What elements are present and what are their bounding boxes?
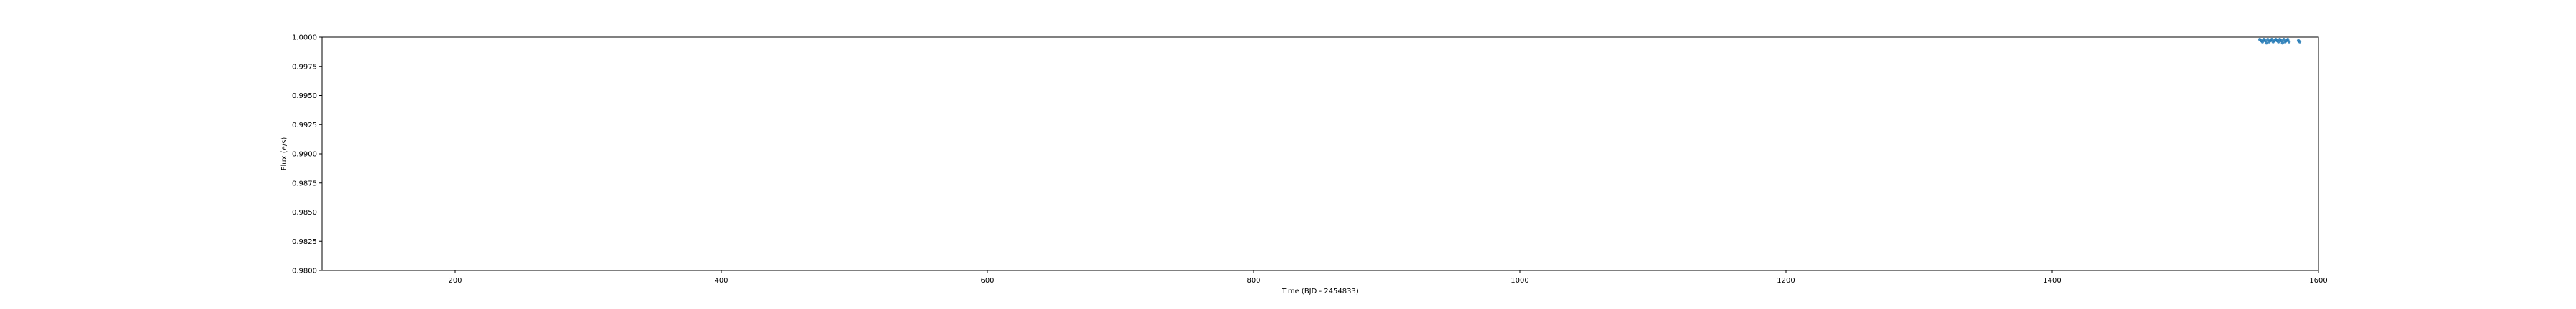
x-axis-label: Time (BJD - 2454833): [1281, 288, 1359, 295]
y-axis-label: Flux (e/s): [280, 137, 288, 171]
x-tick-label: 1400: [2043, 277, 2061, 285]
y-tick-label: 0.9800: [292, 268, 317, 275]
x-tick-label: 600: [980, 277, 994, 285]
data-point: [2270, 38, 2274, 41]
plot-frame: [321, 36, 2319, 271]
data-point: [2277, 40, 2280, 44]
data-point: [2265, 41, 2268, 45]
y-tick-label: 1.0000: [292, 34, 317, 42]
data-point: [2287, 40, 2291, 44]
data-point: [2286, 38, 2290, 41]
data-point: [2260, 40, 2265, 44]
data-point: [2280, 41, 2284, 45]
y-tick-label: 0.9825: [292, 238, 317, 246]
x-tick-label: 1000: [1511, 277, 1528, 285]
y-axis-ticks: 0.9800 0.9825 0.9850 0.9875 0.9900 0.9925 0.99…: [292, 34, 322, 275]
y-tick-label: 0.9900: [292, 151, 317, 159]
data-points-group: [2258, 38, 2302, 45]
x-tick-label: 800: [1246, 277, 1260, 285]
y-tick-label: 0.9850: [292, 209, 317, 217]
data-point: [2266, 38, 2270, 41]
x-tick-label: 1600: [2309, 277, 2327, 285]
y-tick-label: 0.9950: [292, 92, 317, 100]
data-point: [2282, 38, 2285, 41]
x-axis-ticks: 200 400 600 800 1000 1200 1400 1600: [448, 270, 2328, 285]
y-tick-label: 0.9875: [292, 180, 317, 187]
y-tick-label: 0.9925: [292, 122, 317, 129]
data-point: [2298, 40, 2302, 44]
data-point: [2263, 39, 2267, 43]
x-tick-label: 400: [714, 277, 728, 285]
x-tick-label: 200: [448, 277, 462, 285]
y-tick-label: 0.9975: [292, 63, 317, 71]
x-tick-label: 1200: [1777, 277, 1795, 285]
data-point: [2279, 39, 2283, 43]
